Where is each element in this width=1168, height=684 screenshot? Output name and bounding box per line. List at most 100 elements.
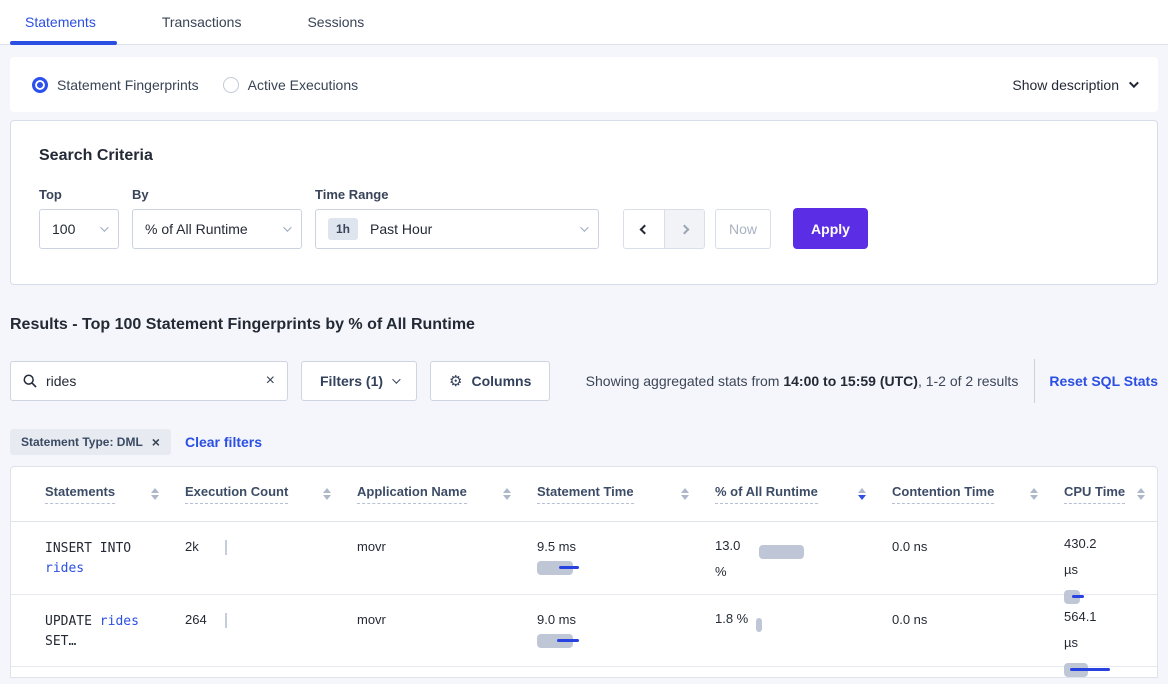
contention-time-cell: 0.0 ns — [892, 612, 928, 627]
top-tab-bar: Statements Transactions Sessions — [0, 0, 1168, 45]
sort-icon[interactable] — [151, 488, 159, 500]
statement-link[interactable]: rides — [45, 561, 85, 576]
table-header-row: Statements Execution Count Application N… — [11, 467, 1157, 522]
stats-time-range: 14:00 to 15:59 (UTC) — [783, 373, 918, 389]
stats-suffix: , 1-2 of 2 results — [917, 373, 1019, 389]
chevron-down-icon — [392, 375, 401, 384]
by-select[interactable]: % of All Runtime — [132, 209, 302, 249]
results-heading: Results - Top 100 Statement Fingerprints… — [10, 316, 475, 333]
radio-selected-icon — [32, 76, 48, 93]
chevron-down-icon — [100, 223, 109, 232]
top-select[interactable]: 100 — [39, 209, 119, 249]
filter-chip[interactable]: Statement Type: DML × — [10, 429, 171, 455]
radio-label: Active Executions — [247, 76, 359, 93]
search-input[interactable] — [46, 373, 266, 389]
chevron-left-icon — [639, 224, 649, 234]
by-field: By % of All Runtime — [132, 187, 302, 249]
stats-prefix: Showing aggregated stats from — [585, 373, 784, 389]
chevron-down-icon — [1128, 78, 1139, 89]
show-description-button[interactable]: Show description — [1012, 76, 1139, 93]
sort-icon-active-desc[interactable] — [858, 488, 866, 500]
chevron-right-icon — [679, 224, 690, 234]
top-field: Top 100 — [39, 187, 119, 249]
sort-icon[interactable] — [681, 488, 689, 500]
search-criteria-card: Search Criteria Top 100 By % of All Runt… — [10, 120, 1158, 285]
reset-sql-stats-link[interactable]: Reset SQL Stats — [1049, 373, 1158, 389]
gear-icon: ⚙ — [449, 373, 463, 390]
tab-sessions[interactable]: Sessions — [307, 14, 365, 30]
table-row[interactable]: INSERT INTO rides 2k movr 9.5 ms 13.0 % … — [11, 522, 1157, 604]
execution-count-bar — [225, 613, 227, 629]
apply-button[interactable]: Apply — [793, 208, 868, 249]
column-header-execution-count[interactable]: Execution Count — [185, 484, 357, 504]
show-description-label: Show description — [1012, 76, 1119, 93]
sort-icon[interactable] — [503, 488, 511, 500]
tab-transactions[interactable]: Transactions — [161, 14, 242, 30]
previous-time-button[interactable] — [624, 210, 664, 248]
application-name-cell: movr — [357, 612, 386, 627]
runtime-pct-cell: 1.8 % — [715, 595, 892, 677]
table-row[interactable]: UPDATE rides SET… 264 movr 9.0 ms 1.8 % … — [11, 595, 1157, 677]
search-criteria-title: Search Criteria — [39, 147, 153, 164]
divider — [1034, 359, 1036, 403]
chevron-down-icon — [580, 223, 589, 232]
sort-icon[interactable] — [1137, 488, 1145, 500]
time-range-select[interactable]: 1h Past Hour — [315, 209, 599, 249]
active-tab-underline — [10, 41, 117, 45]
chip-close-icon[interactable]: × — [151, 434, 160, 450]
statement-time-bar — [537, 561, 715, 575]
tab-statements[interactable]: Statements — [25, 14, 96, 30]
now-button[interactable]: Now — [715, 209, 771, 249]
column-header-contention-time[interactable]: Contention Time — [892, 484, 1064, 504]
execution-count-cell: 2k — [185, 522, 357, 604]
column-header-runtime-pct[interactable]: % of All Runtime — [715, 484, 892, 504]
column-header-cpu-time[interactable]: CPU Time — [1064, 484, 1149, 504]
time-range-pager — [623, 209, 705, 249]
chevron-down-icon — [283, 223, 292, 232]
columns-button[interactable]: ⚙ Columns — [430, 361, 551, 401]
active-filters-row: Statement Type: DML × Clear filters — [10, 429, 1158, 455]
filter-chip-label: Statement Type: DML — [21, 435, 143, 449]
sort-icon[interactable] — [1030, 488, 1038, 500]
clear-search-icon[interactable]: × — [265, 372, 275, 389]
next-time-button[interactable] — [664, 210, 704, 248]
time-range-badge: 1h — [328, 218, 359, 240]
columns-label: Columns — [471, 373, 532, 389]
column-header-statement-time[interactable]: Statement Time — [537, 484, 715, 504]
execution-count-cell: 264 — [185, 595, 357, 677]
time-range-field: Time Range 1h Past Hour — [315, 187, 599, 249]
radio-active-executions[interactable]: Active Executions — [222, 76, 359, 93]
runtime-pct-bar — [759, 545, 804, 559]
search-icon — [23, 374, 37, 388]
statement-cell: INSERT INTO rides — [45, 541, 132, 576]
statement-cell: UPDATE rides SET… — [45, 614, 139, 649]
statement-time-bar — [537, 634, 715, 648]
sort-icon[interactable] — [323, 488, 331, 500]
contention-time-cell: 0.0 ns — [892, 539, 928, 554]
cpu-time-cell: 564.1 µs — [1064, 595, 1149, 677]
results-toolbar: × Filters (1) ⚙ Columns Showing aggregat… — [10, 359, 1158, 403]
by-label: By — [132, 187, 149, 202]
radio-unselected-icon — [222, 76, 239, 93]
top-select-value: 100 — [52, 221, 76, 237]
cpu-time-cell: 430.2 µs — [1064, 522, 1149, 604]
statement-link[interactable]: rides — [99, 614, 139, 629]
statement-time-cell: 9.5 ms — [537, 522, 715, 604]
stats-summary: Showing aggregated stats from 14:00 to 1… — [586, 373, 1019, 389]
cpu-time-bar — [1064, 590, 1149, 604]
column-header-statements[interactable]: Statements — [45, 484, 185, 504]
filters-label: Filters (1) — [320, 373, 384, 389]
search-box: × — [10, 361, 288, 401]
statements-table: Statements Execution Count Application N… — [10, 466, 1158, 678]
column-header-application-name[interactable]: Application Name — [357, 484, 537, 504]
view-toggle-bar: Statement Fingerprints Active Executions… — [10, 57, 1158, 112]
clear-filters-link[interactable]: Clear filters — [184, 434, 263, 450]
application-name-cell: movr — [357, 539, 386, 554]
statement-time-cell: 9.0 ms — [537, 595, 715, 677]
radio-statement-fingerprints[interactable]: Statement Fingerprints — [32, 76, 199, 93]
filters-button[interactable]: Filters (1) — [301, 361, 418, 401]
radio-label: Statement Fingerprints — [57, 76, 199, 93]
top-label: Top — [39, 187, 62, 202]
execution-count-bar — [225, 540, 227, 556]
time-range-label: Time Range — [315, 187, 389, 202]
